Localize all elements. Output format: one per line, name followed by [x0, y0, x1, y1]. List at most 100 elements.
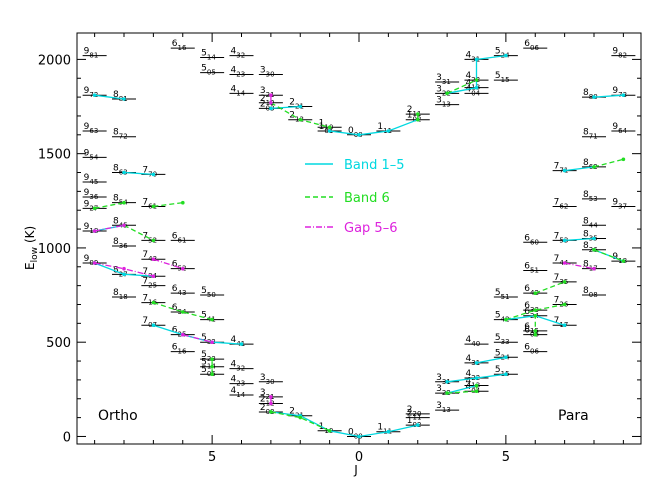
series-point: [474, 78, 479, 82]
level-label: 753: [554, 231, 569, 244]
series-point: [298, 104, 303, 109]
level-label: 826: [583, 241, 598, 254]
level-label: 853: [583, 190, 598, 203]
x-tick-label: 5: [502, 450, 510, 465]
level-label: 414: [231, 84, 246, 97]
level-label: 441: [231, 335, 246, 348]
series-point: [269, 401, 273, 406]
level-label: 871: [583, 128, 598, 141]
y-tick-label: 0: [63, 430, 71, 445]
series-line: [153, 258, 183, 270]
series-point: [181, 332, 185, 337]
series-point: [474, 57, 479, 62]
series-point: [269, 101, 273, 105]
level-label: 643: [172, 284, 187, 297]
series-point: [445, 380, 449, 384]
ortho-label: Ortho: [98, 408, 138, 424]
series-line: [94, 94, 125, 100]
series-point: [533, 314, 538, 318]
series-point: [357, 434, 361, 439]
series-point: [504, 372, 508, 377]
level-label: 440: [466, 335, 481, 348]
series-point: [269, 106, 273, 111]
level-label: 937: [612, 197, 627, 210]
level-label: 725: [142, 277, 157, 290]
series-point: [474, 389, 479, 394]
series-point: [562, 238, 567, 243]
series-line: [446, 384, 477, 394]
series-point: [151, 172, 156, 177]
level-label: 761: [142, 197, 157, 210]
series-line: [153, 324, 242, 345]
y-tick-label: 500: [46, 336, 71, 351]
transition-lines-layer: [92, 53, 626, 439]
series-point: [181, 266, 185, 271]
series-point: [210, 357, 214, 362]
level-label: 918: [84, 222, 99, 235]
series-point: [239, 342, 244, 346]
level-label: 515: [495, 71, 510, 84]
series-point: [151, 300, 156, 305]
y-tick-label: 2000: [38, 53, 71, 68]
series-point: [445, 391, 449, 395]
series-line: [329, 424, 418, 438]
level-label: 660: [524, 233, 539, 246]
level-label: 744: [554, 254, 569, 267]
series-line: [182, 334, 213, 343]
level-label: 954: [84, 148, 99, 161]
series-point: [504, 355, 508, 360]
series-point: [210, 340, 214, 345]
series-line: [505, 303, 565, 321]
series-point: [327, 125, 332, 130]
series-line: [94, 224, 125, 232]
level-label: 606: [524, 343, 539, 356]
level-label: 431: [466, 354, 481, 367]
series-point: [445, 91, 449, 96]
series-point: [122, 266, 126, 271]
level-label: 550: [201, 286, 216, 299]
series-point: [181, 200, 185, 205]
x-axis-label: J: [353, 463, 358, 477]
level-label: 432: [231, 360, 246, 373]
series-point: [210, 372, 214, 377]
series-line: [564, 237, 595, 242]
series-point: [592, 165, 596, 169]
series-point: [416, 423, 420, 427]
series-point: [533, 329, 538, 333]
series-point: [621, 157, 626, 162]
series-line: [446, 54, 506, 94]
level-label: 880: [583, 88, 598, 101]
series-point: [386, 429, 391, 434]
level-label: 964: [612, 122, 627, 135]
series-point: [621, 259, 626, 263]
series-line: [535, 281, 565, 294]
level-label: 616: [172, 343, 187, 356]
level-label: 423: [231, 65, 246, 78]
level-label: 881: [113, 90, 128, 103]
level-label: 431: [466, 50, 481, 63]
series-line: [270, 411, 330, 432]
series-point: [592, 248, 596, 252]
level-label: 212: [289, 111, 304, 124]
series-point: [298, 117, 303, 122]
series-point: [621, 93, 626, 97]
level-label: 770: [142, 165, 157, 178]
level-label: 872: [113, 128, 128, 141]
level-label: 743: [142, 250, 157, 263]
level-label: 762: [554, 197, 569, 210]
level-label: 981: [84, 47, 99, 60]
level-label: 817: [583, 260, 598, 273]
series-point: [562, 323, 567, 328]
level-label: 863: [113, 164, 128, 177]
level-label: 927: [84, 199, 99, 212]
series-line: [564, 166, 595, 172]
series-point: [92, 229, 97, 233]
level-label: 963: [84, 122, 99, 135]
series-line: [593, 94, 624, 98]
energy-levels-layer: 1100001111022202113132212032123214143305…: [82, 39, 636, 440]
level-label: 844: [583, 216, 598, 229]
series-point: [533, 308, 538, 312]
y-tick-label: 1500: [38, 148, 71, 163]
series-point: [151, 238, 156, 243]
series-point: [474, 361, 479, 365]
